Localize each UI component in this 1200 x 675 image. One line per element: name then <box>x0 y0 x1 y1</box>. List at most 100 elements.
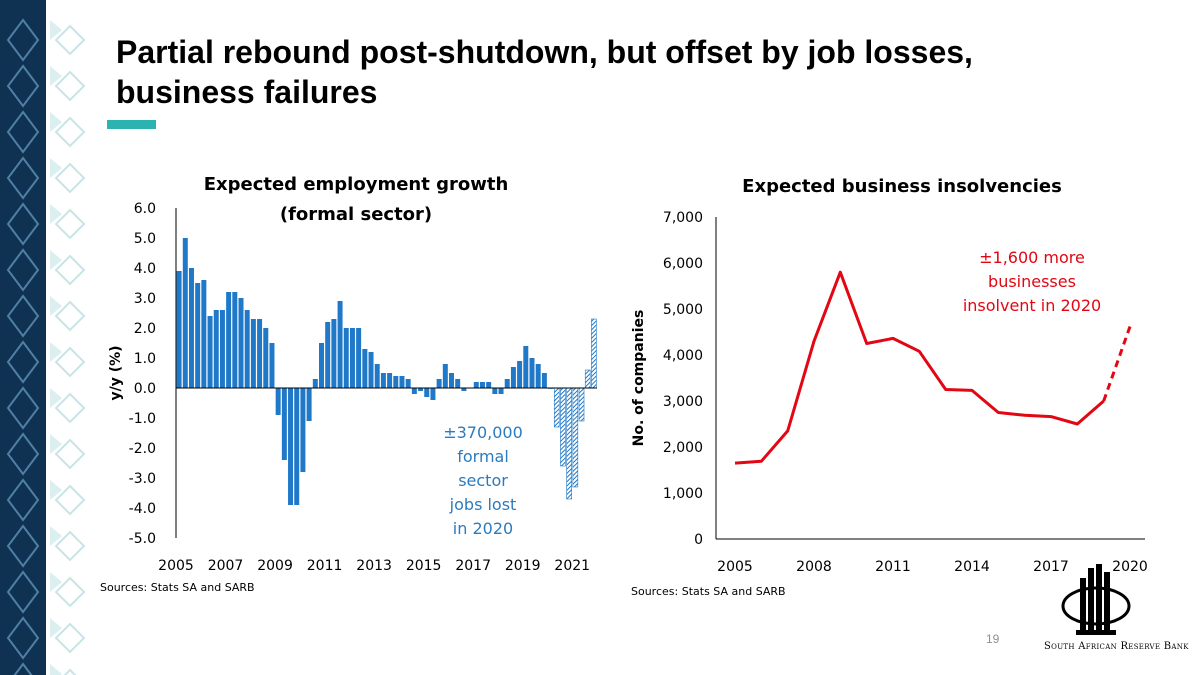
employment-x-tick-label: 2005 <box>158 558 194 574</box>
employment-x-tick-label: 2013 <box>356 558 392 574</box>
sidebar-triangle <box>50 204 62 224</box>
insolvencies-y-tick-label: 6,000 <box>663 256 703 272</box>
employment-bar <box>331 319 337 388</box>
sidebar-triangle <box>50 572 62 592</box>
sidebar-outline-diamond <box>54 254 86 286</box>
employment-bar <box>250 319 256 388</box>
employment-bar <box>207 316 213 388</box>
sidebar-outline-diamond <box>54 438 86 470</box>
page-number: 19 <box>986 632 1000 646</box>
insolvencies-chart-source: Sources: Stats SA and SARB <box>631 585 786 598</box>
sidebar-triangle <box>50 296 62 316</box>
sidebar-diamond <box>6 202 40 246</box>
sidebar-diamond <box>6 248 40 292</box>
employment-bar <box>238 298 244 388</box>
employment-bar <box>479 382 485 388</box>
employment-growth-chart: Expected employment growth (formal sector… <box>108 174 597 574</box>
sidebar-triangle <box>50 66 62 86</box>
employment-bar <box>523 346 529 388</box>
employment-bar <box>510 367 516 388</box>
employment-bar <box>411 388 417 394</box>
title-accent-bar <box>107 120 156 129</box>
employment-bar <box>349 328 355 388</box>
employment-x-tick-label: 2019 <box>505 558 541 574</box>
employment-bar <box>492 388 498 394</box>
employment-bar <box>263 328 269 388</box>
sidebar-outline-diamond <box>54 24 86 56</box>
slide-title-line-1: Partial rebound post-shutdown, but offse… <box>116 34 973 70</box>
employment-bar <box>455 379 461 388</box>
insolvencies-y-tick-label: 5,000 <box>663 302 703 318</box>
insolvencies-forecast-line <box>1102 326 1132 402</box>
employment-bar <box>449 373 454 388</box>
bank-logo-icon <box>1061 564 1131 635</box>
sidebar-outline-diamond <box>54 70 86 102</box>
employment-bar <box>374 364 380 388</box>
employment-bar <box>269 343 275 388</box>
insolvencies-series-line <box>734 270 1105 465</box>
employment-bar <box>362 349 368 388</box>
sidebar-triangle <box>50 342 62 362</box>
employment-bar <box>288 388 294 505</box>
employment-bar <box>529 358 535 388</box>
bank-name: South African Reserve Bank <box>1044 641 1189 652</box>
insolvencies-x-tick-label: 2020 <box>1112 559 1148 575</box>
employment-x-tick-label: 2011 <box>307 558 343 574</box>
employment-y-tick-label: -4.0 <box>129 501 156 517</box>
sidebar-triangle <box>50 20 62 40</box>
sidebar-diamond <box>6 616 40 660</box>
employment-annotation-line: in 2020 <box>453 519 513 538</box>
employment-bar <box>399 376 405 388</box>
employment-annotation-line: ±370,000 <box>443 423 523 442</box>
sidebar-outline-diamond <box>54 300 86 332</box>
insolvencies-x-tick-label: 2014 <box>954 559 990 575</box>
sidebar-diamond <box>6 570 40 614</box>
sidebar-diamond <box>6 386 40 430</box>
employment-bar <box>368 352 374 388</box>
employment-bar <box>504 379 510 388</box>
employment-y-tick-label: 0.0 <box>134 381 156 397</box>
insolvencies-x-tick-label: 2008 <box>796 559 832 575</box>
employment-y-tick-label: -3.0 <box>129 471 156 487</box>
employment-bar <box>281 388 287 460</box>
employment-bar <box>300 388 306 472</box>
employment-y-tick-label: -1.0 <box>129 411 156 427</box>
sidebar-triangle <box>50 112 62 132</box>
employment-bar <box>442 364 448 388</box>
employment-x-tick-label: 2007 <box>208 558 244 574</box>
employment-y-tick-label: 2.0 <box>134 321 156 337</box>
employment-bar <box>380 373 386 388</box>
employment-annotation-line: formal <box>457 447 509 466</box>
sidebar-triangle <box>50 480 62 500</box>
insolvencies-y-tick-label: 7,000 <box>663 210 703 226</box>
sidebar-outline-diamond <box>54 622 86 654</box>
employment-bar <box>405 379 411 388</box>
employment-bar <box>356 328 362 388</box>
employment-bar <box>201 280 207 388</box>
employment-bar <box>393 376 399 388</box>
slide-title-line-2: business failures <box>116 74 378 110</box>
insolvencies-annotation-line: businesses <box>988 272 1076 291</box>
employment-bar <box>436 379 442 388</box>
employment-bar <box>182 238 188 388</box>
employment-y-tick-label: 5.0 <box>134 231 156 247</box>
employment-chart-subtitle: (formal sector) <box>280 204 432 225</box>
sidebar-triangle <box>50 434 62 454</box>
employment-bar <box>517 361 523 388</box>
insolvencies-chart-title: Expected business insolvencies <box>742 176 1062 197</box>
employment-bar <box>343 328 349 388</box>
sidebar-triangle <box>50 618 62 638</box>
insolvencies-y-tick-label: 2,000 <box>663 440 703 456</box>
employment-chart-title: Expected employment growth <box>204 174 509 195</box>
insolvencies-x-tick-label: 2011 <box>875 559 911 575</box>
employment-bar <box>541 373 547 388</box>
sidebar-triangle <box>50 388 62 408</box>
employment-x-tick-label: 2017 <box>455 558 491 574</box>
insolvencies-y-tick-label: 1,000 <box>663 486 703 502</box>
insolvencies-y-tick-label: 4,000 <box>663 348 703 364</box>
insolvencies-x-tick-label: 2017 <box>1033 559 1069 575</box>
sidebar-decoration <box>0 0 86 675</box>
sidebar-outline-diamond <box>54 162 86 194</box>
employment-bar <box>275 388 281 415</box>
sidebar-outline-diamond <box>54 346 86 378</box>
